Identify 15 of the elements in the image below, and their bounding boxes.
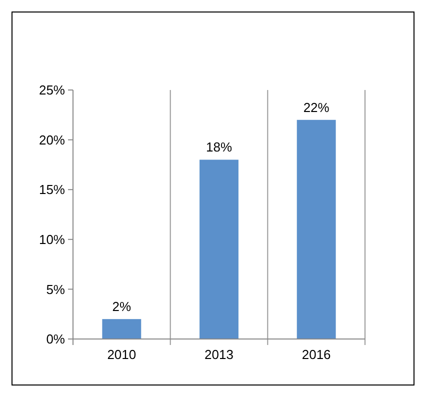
x-tick-label: 2010: [107, 347, 136, 362]
bar: [296, 120, 336, 339]
y-tick-label: 0%: [46, 332, 66, 347]
y-tick-label: 20%: [38, 132, 66, 148]
data-label: 22%: [303, 100, 330, 115]
y-tick-label: 15%: [38, 182, 66, 198]
y-tick-label: 10%: [38, 232, 66, 247]
bar: [102, 319, 142, 339]
y-tick-label: 25%: [38, 82, 66, 98]
data-label: 18%: [206, 140, 232, 155]
bar: [200, 160, 238, 339]
x-tick-label: 2013: [204, 347, 234, 362]
y-tick-label: 5%: [46, 282, 66, 297]
x-tick-label: 2016: [302, 347, 331, 362]
data-label: 2%: [112, 299, 132, 314]
